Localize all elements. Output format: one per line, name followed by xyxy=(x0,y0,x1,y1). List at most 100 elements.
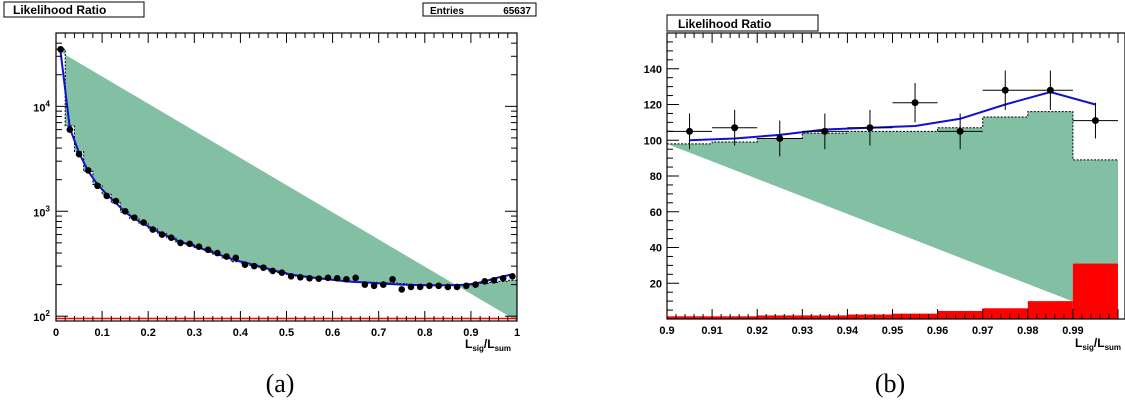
signal-bar xyxy=(712,316,758,319)
data-point xyxy=(426,282,433,290)
data-point xyxy=(1001,86,1009,94)
panel-a-stats-label: Entries xyxy=(430,6,464,17)
x-tick-label: 0.7 xyxy=(371,327,386,339)
data-point xyxy=(866,124,874,132)
y-tick-label: 40 xyxy=(650,243,662,255)
panel-b-xlabel-sub1: sig xyxy=(1082,343,1094,352)
data-point xyxy=(131,214,138,221)
data-point xyxy=(269,267,276,275)
data-point xyxy=(223,253,230,260)
x-tick-label: 0.3 xyxy=(187,327,202,339)
background-histogram xyxy=(667,111,1118,320)
panel-a-xlabel-sep: /L xyxy=(484,337,495,351)
data-point xyxy=(195,243,203,250)
data-point xyxy=(232,254,240,262)
x-tick-label: 0.9 xyxy=(659,325,674,337)
data-point xyxy=(75,150,83,158)
panel-a-xlabel: Lsig/Lsum xyxy=(465,337,511,353)
y-tick-label: 80 xyxy=(650,171,662,183)
panel-a-plot xyxy=(56,45,517,321)
x-tick-label: 0.98 xyxy=(1017,325,1038,337)
signal-bar xyxy=(892,313,938,319)
data-point xyxy=(241,261,249,268)
data-point xyxy=(731,124,739,132)
x-tick-label: 0.4 xyxy=(233,327,249,339)
y-tick-label: 120 xyxy=(644,100,662,112)
panel-b-xlabel-sep: /L xyxy=(1094,336,1105,350)
y-tick-label: 103 xyxy=(33,204,50,219)
data-point xyxy=(1091,117,1099,125)
panel-a-xlabel-main: L xyxy=(465,337,472,351)
panel-b-plot xyxy=(667,70,1118,320)
data-point xyxy=(453,283,461,291)
data-point xyxy=(167,234,175,241)
data-point xyxy=(343,275,350,283)
data-point xyxy=(186,240,193,248)
signal-bar xyxy=(757,315,803,319)
panel-b-xlabel-main: L xyxy=(1075,336,1082,350)
background-histogram-outline xyxy=(667,111,1118,161)
x-tick-label: 1 xyxy=(514,327,520,339)
x-tick-label: 0.1 xyxy=(94,327,109,339)
y-tick-label: 20 xyxy=(650,278,662,290)
panel-b-xlabel-sub2: sum xyxy=(1105,343,1121,352)
x-tick-label: 0.96 xyxy=(927,325,948,337)
data-point xyxy=(472,281,479,288)
panel-a-caption: (a) xyxy=(266,369,295,398)
data-point xyxy=(103,192,111,200)
signal-bar xyxy=(667,316,713,319)
x-tick-label: 0.92 xyxy=(746,325,767,337)
panel-a-axes: 0 0.1 0.2 0.3 0.4 0.5 0.6 0.7 0.8 0.9 1 102 103 104 xyxy=(33,32,520,339)
data-point xyxy=(389,275,396,283)
x-tick-label: 0.6 xyxy=(325,327,340,339)
data-point xyxy=(278,269,286,276)
data-point xyxy=(204,246,212,254)
x-tick-label: 0.97 xyxy=(972,325,993,337)
data-point xyxy=(435,282,442,290)
panel-a: 0 0.1 0.2 0.3 0.4 0.5 0.6 0.7 0.8 0.9 1 102 103 104 L… xyxy=(3,1,537,398)
signal-bar xyxy=(1027,301,1073,319)
y-tick-label: 102 xyxy=(33,309,50,324)
panel-b-axes: 0.9 0.91 0.92 0.93 0.94 0.95 0.96 0.97 0.98 0.99 2… xyxy=(644,33,1119,337)
y-tick-label: 60 xyxy=(650,207,662,219)
signal-bar xyxy=(847,314,893,319)
data-point xyxy=(361,281,369,288)
panel-b-xlabel: Lsig/Lsum xyxy=(1075,336,1121,352)
data-point xyxy=(121,207,129,215)
y-tick-label: 140 xyxy=(644,64,662,76)
fit-curve xyxy=(689,90,1096,142)
data-point xyxy=(57,45,64,53)
data-point xyxy=(407,283,415,291)
panel-a-stats-box xyxy=(422,2,537,17)
panel-a-stats-value: 65637 xyxy=(503,6,531,17)
x-tick-label: 0.94 xyxy=(837,325,859,337)
signal-bar xyxy=(982,308,1028,319)
x-tick-label: 0.5 xyxy=(279,327,294,339)
panel-a-xlabel-sub2: sum xyxy=(495,344,511,353)
x-tick-label: 0.95 xyxy=(882,325,903,337)
x-tick-label: 0.91 xyxy=(701,325,722,337)
data-point xyxy=(686,127,694,135)
background-histogram xyxy=(56,49,517,321)
data-point xyxy=(297,273,304,281)
data-point xyxy=(911,99,919,107)
x-tick-label: 0.93 xyxy=(792,325,813,337)
data-point xyxy=(462,282,470,290)
data-point xyxy=(380,281,387,288)
data-point xyxy=(250,262,258,270)
data-point xyxy=(333,274,341,282)
data-point xyxy=(352,274,359,282)
signal-bar xyxy=(1072,263,1118,319)
y-tick-label: 104 xyxy=(33,99,50,114)
data-point xyxy=(94,182,101,190)
data-point xyxy=(956,127,964,135)
data-point xyxy=(260,264,267,271)
panel-b-caption: (b) xyxy=(875,369,905,398)
y-tick-label: 100 xyxy=(644,135,662,147)
x-tick-label: 0.8 xyxy=(417,327,432,339)
data-point xyxy=(158,231,166,238)
signal-bar xyxy=(802,315,848,319)
data-point xyxy=(444,283,452,291)
data-point xyxy=(499,274,507,282)
